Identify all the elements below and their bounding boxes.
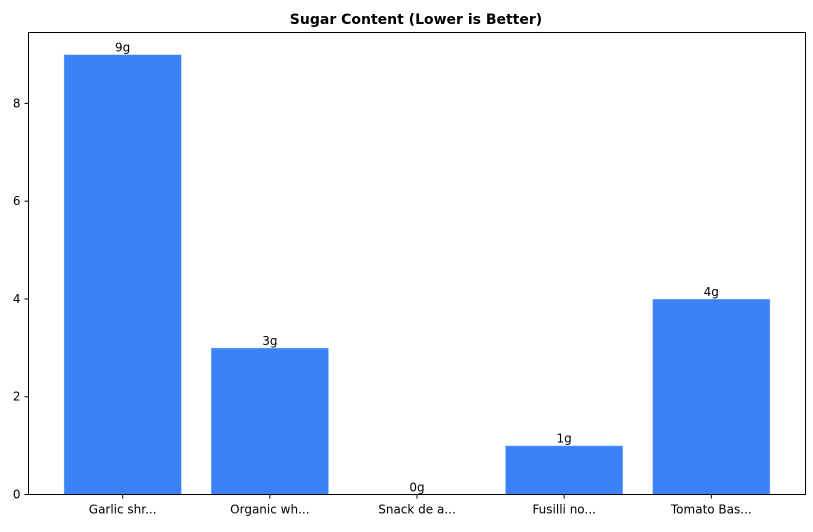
y-tick-label: 4: [13, 292, 21, 306]
plot-frame: [28, 32, 806, 495]
data-label: 1g: [557, 432, 572, 446]
x-tick-label: Organic wh...: [230, 503, 309, 517]
y-tick-label: 2: [13, 390, 21, 404]
y-tick-label: 6: [13, 194, 21, 208]
data-label: 9g: [115, 41, 130, 55]
x-tick-label: Tomato Bas...: [670, 503, 752, 517]
data-label: 0g: [409, 481, 424, 495]
bar: [210, 347, 330, 496]
x-tick-label: Fusilli no...: [532, 503, 595, 517]
bar: [651, 298, 771, 496]
y-tick-label: 8: [13, 96, 21, 110]
bar: [63, 54, 183, 495]
y-tick-label: 0: [13, 488, 21, 502]
bar: [504, 445, 624, 496]
x-tick-label: Garlic shr...: [89, 503, 157, 517]
data-label: 4g: [704, 285, 719, 299]
x-tick-label: Snack de a...: [378, 503, 456, 517]
chart-title: Sugar Content (Lower is Better): [290, 12, 542, 28]
data-label: 3g: [262, 334, 277, 348]
